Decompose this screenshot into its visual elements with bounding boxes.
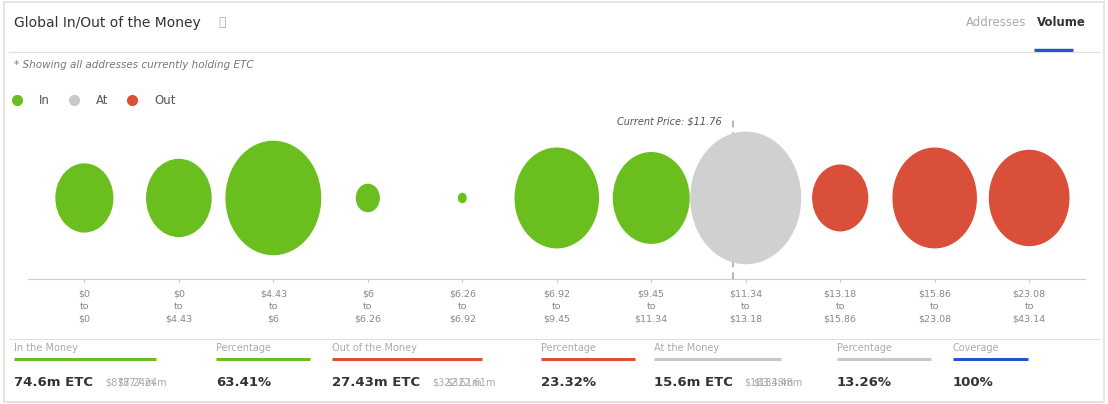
Text: ⓘ: ⓘ [218,17,226,29]
Text: 13.26%: 13.26% [837,376,892,389]
Text: $13.18
to
$15.86: $13.18 to $15.86 [823,289,856,323]
Text: $183.48m: $183.48m [753,378,802,388]
Text: $877.24m: $877.24m [105,378,155,388]
Circle shape [893,148,976,248]
Text: $6.26
to
$6.92: $6.26 to $6.92 [449,289,475,323]
Text: $9.45
to
$11.34: $9.45 to $11.34 [635,289,668,323]
Circle shape [691,133,800,263]
Circle shape [459,194,466,202]
Text: $4.43
to
$6: $4.43 to $6 [259,289,287,323]
Circle shape [614,153,689,243]
Circle shape [989,150,1069,246]
Text: Percentage: Percentage [541,343,596,353]
Text: $322.61m: $322.61m [432,378,482,388]
Text: 15.6m ETC: 15.6m ETC [654,376,732,389]
Circle shape [357,184,379,212]
Text: 100%: 100% [953,376,994,389]
Circle shape [146,160,211,236]
Circle shape [813,165,868,231]
Text: $6
to
$6.26: $6 to $6.26 [355,289,381,323]
Text: Out of the Money: Out of the Money [332,343,418,353]
Circle shape [226,141,320,255]
Circle shape [515,148,598,248]
Text: $877.24m: $877.24m [117,378,167,388]
Text: $0
to
$4.43: $0 to $4.43 [165,289,193,323]
Text: Current Price: $11.76: Current Price: $11.76 [617,116,722,126]
Text: * Showing all addresses currently holding ETC: * Showing all addresses currently holdin… [14,60,254,70]
Text: At: At [96,94,109,107]
Text: In the Money: In the Money [14,343,79,353]
Text: 27.43m ETC: 27.43m ETC [332,376,421,389]
Text: $11.34
to
$13.18: $11.34 to $13.18 [729,289,762,323]
Text: Out: Out [154,94,175,107]
Text: $183.48m: $183.48m [745,378,793,388]
Text: Coverage: Coverage [953,343,999,353]
Text: Percentage: Percentage [837,343,892,353]
Text: Percentage: Percentage [216,343,271,353]
Text: $0
to
$0: $0 to $0 [79,289,91,323]
Text: $6.92
to
$9.45: $6.92 to $9.45 [543,289,571,323]
Text: Addresses: Addresses [966,17,1026,29]
Text: At the Money: At the Money [654,343,719,353]
Text: Volume: Volume [1037,17,1086,29]
Text: 74.6m ETC: 74.6m ETC [14,376,93,389]
Text: Global In/Out of the Money: Global In/Out of the Money [14,16,202,30]
Text: 23.32%: 23.32% [541,376,596,389]
Text: 63.41%: 63.41% [216,376,271,389]
Circle shape [57,164,113,232]
Text: $23.08
to
$43.14: $23.08 to $43.14 [1013,289,1046,323]
Text: In: In [39,94,50,107]
Text: $15.86
to
$23.08: $15.86 to $23.08 [919,289,952,323]
Text: $322.61m: $322.61m [447,378,496,388]
